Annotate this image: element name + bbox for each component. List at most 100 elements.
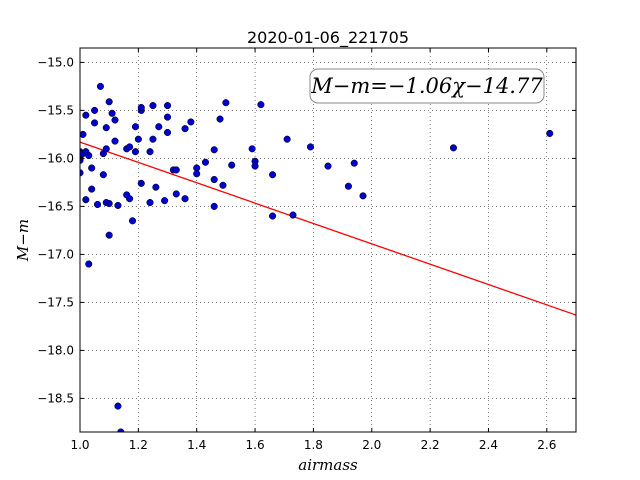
data-point: [306, 143, 315, 151]
annotation-frame: [309, 68, 545, 104]
data-point: [82, 196, 90, 204]
data-point: [131, 123, 139, 131]
data-point: [210, 146, 218, 154]
data-point: [269, 171, 277, 179]
data-point: [126, 143, 134, 151]
data-point: [251, 162, 259, 170]
data-point: [201, 158, 210, 166]
y-tick-label: −18.0: [37, 343, 74, 357]
x-tick-label: 2.2: [421, 438, 440, 452]
data-point: [222, 99, 230, 107]
data-point: [248, 145, 256, 153]
data-point: [93, 200, 102, 209]
data-point: [128, 217, 137, 225]
x-tick-label: 2.6: [537, 438, 556, 452]
data-point: [137, 103, 145, 112]
data-point: [344, 182, 352, 190]
y-tick-label: −16.0: [37, 151, 74, 165]
x-tick-label: 1.6: [246, 438, 265, 452]
data-point: [149, 102, 157, 110]
data-point: [193, 170, 201, 178]
data-point: [449, 144, 458, 152]
y-tick-label: −17.0: [37, 247, 74, 261]
data-point: [228, 161, 236, 169]
data-point: [155, 123, 163, 131]
data-point: [114, 402, 122, 410]
data-point: [181, 195, 189, 203]
y-tick-label: −18.5: [37, 391, 74, 405]
data-point: [85, 151, 93, 160]
x-tick-label: 1.0: [70, 438, 89, 452]
grid: [79, 48, 576, 432]
data-point: [80, 169, 84, 177]
data-point: [137, 179, 145, 187]
data-point: [126, 195, 134, 203]
data-point: [99, 171, 107, 179]
y-tick-label: −16.5: [37, 199, 74, 213]
annotation-box: M−m=−1.06χ−14.77: [309, 68, 545, 104]
data-point: [114, 201, 122, 209]
data-point: [269, 212, 277, 220]
data-point: [111, 116, 119, 124]
x-tick-label: 1.2: [129, 438, 148, 452]
data-point: [88, 185, 96, 193]
data-point: [283, 135, 291, 143]
data-point: [82, 111, 90, 119]
x-tick-label: 1.4: [187, 438, 206, 452]
fit-line-group: [79, 141, 577, 316]
x-axis-label: airmass: [298, 456, 358, 474]
axes-frame: [79, 47, 577, 433]
data-point: [102, 124, 110, 132]
data-point: [210, 202, 218, 210]
data-point: [91, 106, 99, 114]
data-point: [350, 159, 358, 167]
chart-title: 2020-01-06_221705: [247, 28, 409, 48]
data-point: [359, 192, 367, 200]
data-point: [163, 102, 172, 110]
data-point: [85, 260, 93, 268]
data-point: [134, 135, 142, 143]
data-point: [216, 115, 224, 123]
data-point: [181, 125, 189, 133]
x-tick-label: 2.4: [479, 438, 498, 452]
data-point: [91, 119, 99, 127]
data-point: [105, 199, 113, 208]
data-point: [187, 118, 195, 126]
data-point: [163, 113, 172, 121]
data-point: [546, 129, 554, 137]
y-tick-label: −15.5: [37, 103, 74, 117]
data-point: [117, 428, 125, 432]
data-point: [163, 128, 172, 137]
data-point: [324, 162, 332, 170]
fit-line: [79, 141, 577, 316]
x-tick-label: 2.0: [362, 438, 381, 452]
data-point: [88, 164, 96, 172]
data-point: [111, 137, 119, 145]
data-point: [146, 199, 154, 207]
data-point: [131, 148, 139, 156]
data-point: [105, 98, 113, 106]
data-point: [102, 145, 110, 153]
data-point: [152, 183, 160, 191]
data-point: [210, 175, 218, 184]
axis-ticks: 1.0 1.2 1.4 1.6 1.8 2.0 2.2 2.4 2.6 −15.0 −15.5 −16…: [37, 48, 576, 452]
data-point: [96, 82, 104, 90]
data-point: [257, 101, 265, 109]
data-point: [161, 197, 169, 205]
fit-equation: M−m=−1.06χ−14.77: [310, 74, 543, 98]
data-point: [219, 181, 227, 189]
data-point: [149, 135, 157, 143]
y-axis-label: M−m: [14, 219, 32, 262]
data-point: [289, 211, 297, 219]
data-point: [105, 231, 113, 239]
data-point: [172, 190, 180, 198]
x-tick-label: 1.8: [304, 438, 323, 452]
data-point: [146, 148, 154, 156]
y-tick-label: −17.5: [37, 295, 74, 309]
data-point: [108, 109, 116, 117]
data-point: [172, 166, 180, 174]
y-tick-label: −15.0: [37, 55, 74, 69]
data-points: [80, 82, 554, 432]
data-point: [80, 130, 87, 138]
